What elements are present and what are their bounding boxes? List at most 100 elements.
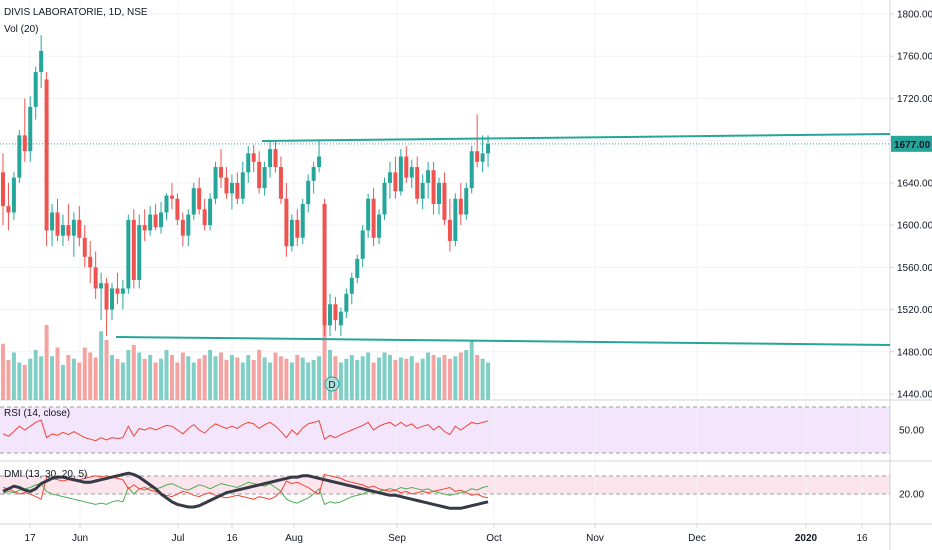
volume-bar xyxy=(88,352,93,400)
volume-bar xyxy=(219,352,223,400)
volume-bar xyxy=(93,357,98,400)
volume-bar xyxy=(284,358,289,400)
candle-body xyxy=(33,72,38,107)
volume-bar xyxy=(426,352,431,400)
candle-body xyxy=(311,167,316,181)
volume-bar xyxy=(175,362,180,400)
price-tick-label: 1600.00 xyxy=(897,221,932,232)
candle-body xyxy=(6,206,11,213)
volume-bar xyxy=(180,352,185,400)
volume-bar xyxy=(55,347,60,400)
candle-body xyxy=(393,172,398,192)
price-tick-label: 1440.00 xyxy=(897,390,932,401)
candle-body xyxy=(486,143,491,154)
candle-body xyxy=(77,219,82,238)
candle-body xyxy=(224,177,229,194)
candle-body xyxy=(169,195,174,199)
volume-bar xyxy=(99,331,104,400)
candle-body xyxy=(44,79,49,231)
candle-body xyxy=(442,182,447,220)
time-tick-label: Jul xyxy=(172,533,185,544)
volume-bar xyxy=(268,362,273,400)
volume-bar xyxy=(131,345,136,400)
volume-bar xyxy=(71,358,76,400)
candle-body xyxy=(257,161,262,189)
volume-bar xyxy=(11,352,16,400)
candle-body xyxy=(148,214,153,231)
volume-bar xyxy=(164,350,169,400)
price-tick-label: 1720.00 xyxy=(897,94,932,105)
candle-body xyxy=(142,225,147,231)
candle-body xyxy=(437,182,441,204)
candle-body xyxy=(431,170,436,204)
candle-body xyxy=(268,149,273,168)
candle-body xyxy=(371,198,376,238)
candle-body xyxy=(387,172,392,183)
time-tick-label: 2020 xyxy=(795,533,818,544)
candle-body xyxy=(28,106,33,152)
candle-body xyxy=(191,188,196,215)
candle-body xyxy=(126,219,131,289)
candle-body xyxy=(93,267,98,289)
price-tick-label: 1480.00 xyxy=(897,347,932,358)
candle-body xyxy=(180,219,185,236)
last-price-label: 1677.00 xyxy=(894,140,931,151)
volume-bar xyxy=(447,358,452,400)
candle-body xyxy=(208,198,213,226)
volume-bar xyxy=(33,350,38,400)
last-price-tag xyxy=(891,135,932,152)
volume-bar xyxy=(251,360,256,400)
volume-bar xyxy=(355,360,360,400)
candles: D xyxy=(1,35,491,392)
volume-bar xyxy=(371,362,376,400)
volume-bar xyxy=(50,356,55,400)
volume-bar xyxy=(464,350,469,400)
volume-bar xyxy=(229,355,234,400)
resistance-line xyxy=(261,133,891,142)
candle-body xyxy=(322,204,327,326)
volume-bar xyxy=(148,355,153,400)
volume-bar xyxy=(1,343,5,400)
rsi-band xyxy=(0,407,890,453)
volume-bar xyxy=(344,358,349,400)
candle-body xyxy=(420,182,425,199)
candle-body xyxy=(50,212,55,231)
candle-body xyxy=(469,151,474,189)
candle-body xyxy=(120,288,125,294)
candle-body xyxy=(219,167,223,178)
volume-bar xyxy=(66,355,71,400)
volume-bar xyxy=(82,347,87,400)
candle-body xyxy=(382,182,387,215)
candle-body xyxy=(273,149,278,168)
candle-body xyxy=(246,153,251,173)
candle-body xyxy=(71,219,76,236)
volume-bar xyxy=(398,357,403,400)
volume-bar xyxy=(486,362,491,400)
volume-bar xyxy=(77,362,82,400)
volume-bar xyxy=(28,358,33,400)
time-tick-label: Nov xyxy=(586,533,604,544)
time-tick-label: 16 xyxy=(856,533,868,544)
candle-body xyxy=(360,230,365,259)
volume-bar xyxy=(6,360,11,400)
volume-bar xyxy=(349,355,354,400)
dmi-band xyxy=(0,476,890,494)
time-tick-label: 16 xyxy=(226,533,238,544)
candle-body xyxy=(355,258,360,278)
volume-bar xyxy=(257,350,262,400)
candle-body xyxy=(197,188,202,210)
volume-bar xyxy=(246,355,251,400)
volume-bar xyxy=(404,358,409,400)
candle-body xyxy=(82,237,87,257)
time-tick-label: Oct xyxy=(486,533,502,544)
candle-body xyxy=(306,180,311,204)
candle-body xyxy=(404,156,409,178)
candle-body xyxy=(344,293,349,312)
dmi-minus-line xyxy=(2,473,489,500)
candle-body xyxy=(447,219,452,241)
event-marker-circle xyxy=(324,376,340,392)
volume-bar xyxy=(126,350,131,400)
volume-bar xyxy=(453,356,458,400)
